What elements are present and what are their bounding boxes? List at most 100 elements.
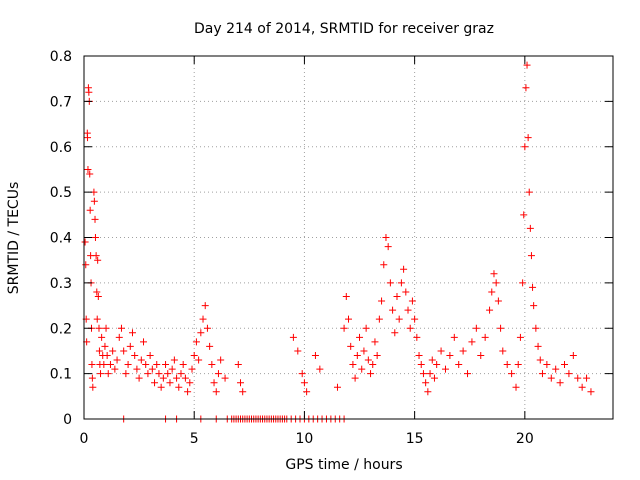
data-point bbox=[157, 383, 165, 391]
data-point bbox=[426, 370, 434, 378]
data-point bbox=[497, 324, 505, 332]
data-point bbox=[173, 374, 181, 382]
y-axis-label: SRMTID / TECUs bbox=[6, 182, 22, 295]
data-point bbox=[203, 324, 211, 332]
data-point bbox=[521, 143, 529, 151]
data-point bbox=[565, 370, 573, 378]
data-point bbox=[151, 379, 159, 387]
data-point bbox=[522, 84, 530, 92]
data-point bbox=[389, 306, 397, 314]
data-point bbox=[210, 379, 218, 387]
data-point bbox=[90, 197, 98, 205]
data-point bbox=[441, 365, 449, 373]
data-point bbox=[358, 365, 366, 373]
data-point bbox=[86, 170, 94, 178]
data-point bbox=[437, 347, 445, 355]
data-point bbox=[131, 351, 139, 359]
data-point bbox=[516, 333, 524, 341]
data-point bbox=[486, 306, 494, 314]
data-point bbox=[520, 211, 528, 219]
data-point bbox=[236, 379, 244, 387]
data-point bbox=[91, 215, 99, 223]
data-point bbox=[419, 370, 427, 378]
x-tick-label: 15 bbox=[406, 431, 424, 447]
data-point bbox=[488, 288, 496, 296]
data-point bbox=[382, 234, 390, 241]
data-point bbox=[82, 261, 90, 269]
data-point bbox=[547, 374, 555, 382]
y-tick-label: 0.5 bbox=[50, 185, 72, 201]
data-point bbox=[468, 338, 476, 346]
data-point bbox=[164, 370, 172, 378]
x-tick-label: 5 bbox=[190, 431, 199, 447]
data-point bbox=[113, 356, 121, 364]
data-point bbox=[98, 333, 106, 341]
data-point bbox=[472, 324, 480, 332]
data-point bbox=[362, 324, 370, 332]
data-point bbox=[371, 338, 379, 346]
data-point bbox=[523, 61, 531, 69]
data-point bbox=[536, 356, 544, 364]
data-point bbox=[446, 351, 454, 359]
y-tick-label: 0 bbox=[63, 412, 72, 428]
y-tick-label: 0.2 bbox=[50, 321, 72, 337]
data-point bbox=[81, 238, 89, 246]
data-point bbox=[477, 351, 485, 359]
data-point bbox=[347, 342, 355, 350]
data-point bbox=[298, 370, 306, 378]
chart-title: Day 214 of 2014, SRMTID for receiver gra… bbox=[194, 21, 494, 37]
data-point bbox=[117, 324, 125, 332]
data-point bbox=[345, 315, 352, 323]
data-point bbox=[356, 333, 364, 341]
data-point bbox=[95, 347, 103, 355]
data-point bbox=[587, 388, 595, 396]
data-point bbox=[94, 292, 102, 300]
data-point bbox=[190, 351, 198, 359]
data-point bbox=[97, 370, 105, 378]
data-point bbox=[316, 365, 324, 373]
data-points bbox=[81, 61, 595, 423]
data-point bbox=[86, 206, 94, 214]
data-point bbox=[529, 283, 537, 291]
data-point bbox=[294, 347, 302, 355]
data-point bbox=[162, 361, 170, 369]
data-point bbox=[508, 370, 516, 378]
data-point bbox=[413, 333, 421, 341]
data-point bbox=[386, 279, 394, 287]
data-point bbox=[206, 342, 214, 350]
data-point bbox=[159, 374, 167, 382]
data-point bbox=[184, 388, 192, 396]
data-point bbox=[395, 315, 403, 323]
data-point bbox=[538, 370, 546, 378]
data-point bbox=[349, 361, 357, 369]
data-point bbox=[135, 374, 143, 382]
data-point bbox=[512, 383, 520, 391]
data-point bbox=[400, 265, 408, 273]
y-tick-label: 0.6 bbox=[50, 140, 72, 156]
data-point bbox=[144, 370, 152, 378]
data-point bbox=[153, 361, 161, 369]
data-point bbox=[197, 329, 205, 337]
data-point bbox=[95, 324, 103, 332]
data-point bbox=[534, 342, 542, 350]
y-tick-label: 0.1 bbox=[50, 367, 72, 383]
data-point bbox=[126, 342, 134, 350]
data-point bbox=[503, 361, 511, 369]
data-point bbox=[373, 351, 381, 359]
data-point bbox=[208, 361, 216, 369]
data-point bbox=[89, 383, 97, 391]
data-point bbox=[133, 365, 141, 373]
data-point bbox=[109, 347, 117, 355]
data-point bbox=[406, 324, 414, 332]
data-point bbox=[333, 383, 341, 391]
data-point bbox=[146, 351, 154, 359]
data-point bbox=[384, 243, 392, 251]
data-point bbox=[532, 324, 540, 332]
data-point bbox=[137, 356, 145, 364]
data-point bbox=[524, 134, 532, 142]
data-point bbox=[499, 347, 507, 355]
data-point bbox=[311, 351, 319, 359]
data-point bbox=[408, 297, 416, 305]
x-axis-label: GPS time / hours bbox=[285, 457, 402, 473]
data-point bbox=[115, 333, 123, 341]
